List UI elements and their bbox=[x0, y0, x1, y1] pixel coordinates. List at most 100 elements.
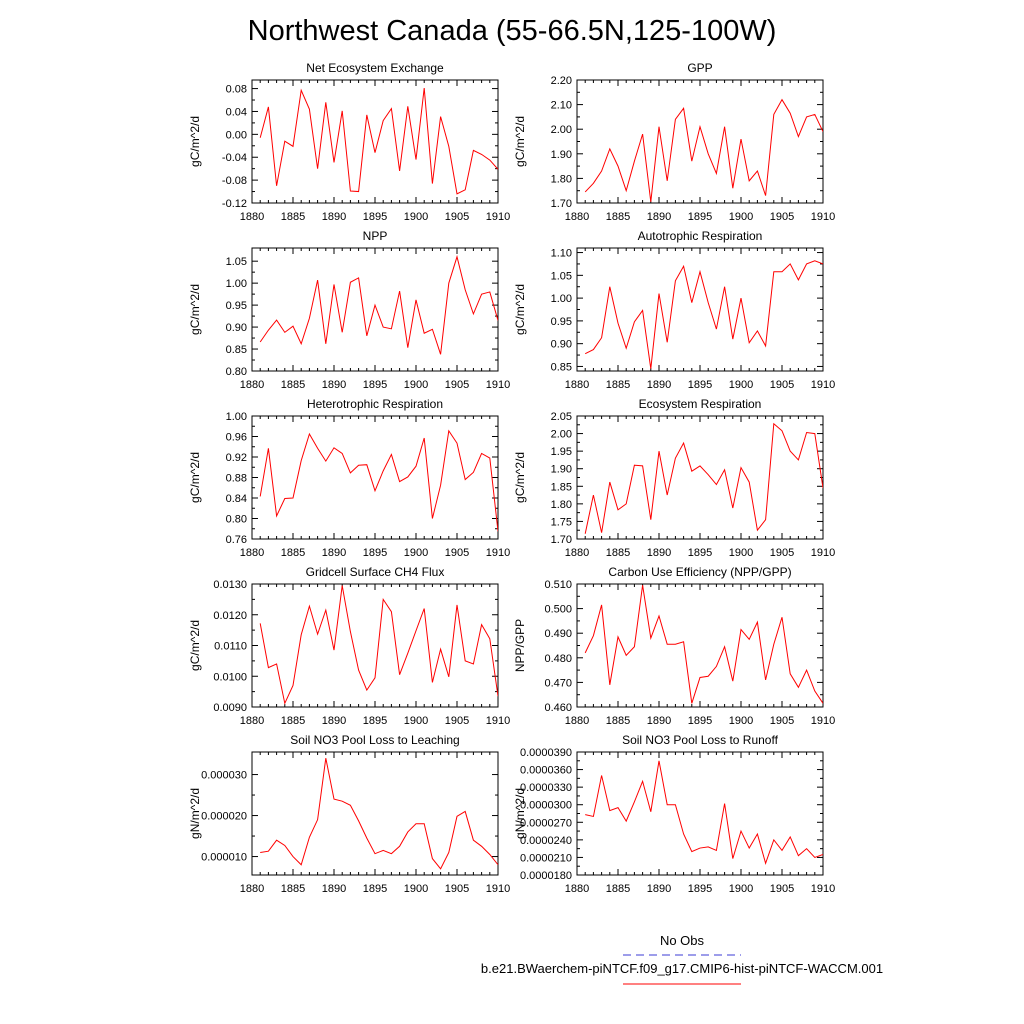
x-tick-label: 1905 bbox=[445, 211, 469, 223]
y-tick-label: 0.0000270 bbox=[520, 817, 572, 829]
series-line bbox=[584, 260, 823, 369]
x-tick-label: 1905 bbox=[770, 379, 794, 391]
y-tick-label: 0.0000360 bbox=[520, 765, 572, 777]
panel-soil-no3-pool-loss-to-runoff: Soil NO3 Pool Loss to Runoff 1880 1885 1890… bbox=[513, 733, 835, 895]
panel-net-ecosystem-exchange: Net Ecosystem Exchange 1880 1885 1890 1895 19… bbox=[188, 61, 510, 223]
panel-title: Soil NO3 Pool Loss to Runoff bbox=[622, 733, 779, 747]
x-tick-label: 1890 bbox=[322, 211, 346, 223]
y-tick-label: 0.0130 bbox=[213, 579, 247, 591]
plot-frame bbox=[251, 247, 499, 372]
x-tick-label: 1910 bbox=[811, 379, 835, 391]
x-tick-label: 1900 bbox=[404, 547, 428, 559]
y-axis-label: gC/m^2/d bbox=[513, 284, 527, 335]
y-tick-label: 0.000030 bbox=[201, 770, 247, 782]
x-tick-label: 1900 bbox=[729, 883, 753, 895]
y-tick-label: 0.85 bbox=[551, 361, 572, 373]
x-tick-label: 1905 bbox=[445, 547, 469, 559]
x-tick-label: 1880 bbox=[565, 379, 589, 391]
x-tick-label: 1885 bbox=[606, 883, 630, 895]
y-tick-label: 1.00 bbox=[226, 411, 247, 423]
x-tick-label: 1910 bbox=[486, 715, 510, 727]
x-tick-label: 1885 bbox=[606, 379, 630, 391]
plot-frame bbox=[251, 79, 499, 204]
y-tick-label: 1.05 bbox=[551, 270, 572, 282]
plot-frame bbox=[576, 247, 824, 372]
y-tick-label: 2.20 bbox=[551, 75, 572, 87]
x-tick-label: 1880 bbox=[240, 211, 264, 223]
panel-title: Heterotrophic Respiration bbox=[307, 397, 443, 411]
y-tick-label: 1.80 bbox=[551, 173, 572, 185]
x-tick-label: 1895 bbox=[688, 883, 712, 895]
y-tick-label: 0.95 bbox=[551, 316, 572, 328]
y-tick-label: 2.10 bbox=[551, 100, 572, 112]
y-tick-label: 0.470 bbox=[544, 677, 572, 689]
y-tick-label: 1.00 bbox=[551, 293, 572, 305]
panel-title: GPP bbox=[687, 61, 712, 75]
x-tick-label: 1900 bbox=[404, 379, 428, 391]
y-tick-label: 1.75 bbox=[551, 516, 572, 528]
y-axis-label: gN/m^2/d bbox=[513, 788, 527, 839]
panel-autotrophic-respiration: Autotrophic Respiration 1880 1885 1890 1895 1… bbox=[513, 229, 835, 391]
x-tick-label: 1885 bbox=[606, 715, 630, 727]
x-tick-label: 1885 bbox=[606, 211, 630, 223]
x-tick-label: 1905 bbox=[445, 379, 469, 391]
y-tick-label: -0.08 bbox=[222, 175, 247, 187]
x-tick-label: 1885 bbox=[281, 379, 305, 391]
x-tick-label: 1890 bbox=[322, 547, 346, 559]
panel-title: Soil NO3 Pool Loss to Leaching bbox=[290, 733, 459, 747]
panel-gpp: GPP 1880 1885 1890 1895 1900 1905 1910 1.70 1.80 1… bbox=[513, 61, 835, 223]
y-tick-label: 1.70 bbox=[551, 534, 572, 546]
panel-heterotrophic-respiration: Heterotrophic Respiration 1880 1885 1890 189… bbox=[188, 397, 510, 559]
y-axis-label: gC/m^2/d bbox=[188, 116, 202, 167]
x-tick-label: 1905 bbox=[770, 547, 794, 559]
y-axis-label: gC/m^2/d bbox=[513, 452, 527, 503]
x-tick-label: 1905 bbox=[770, 211, 794, 223]
x-tick-label: 1885 bbox=[281, 211, 305, 223]
x-tick-label: 1880 bbox=[565, 883, 589, 895]
panel-gridcell-surface-ch4-flux: Gridcell Surface CH4 Flux 1880 1885 1890 189… bbox=[188, 565, 510, 727]
series-line bbox=[260, 758, 498, 870]
legend-label-no-obs: No Obs bbox=[660, 933, 705, 948]
series-line bbox=[584, 98, 823, 202]
x-tick-label: 1910 bbox=[811, 547, 835, 559]
y-tick-label: 0.0000240 bbox=[520, 835, 572, 847]
y-tick-label: 1.05 bbox=[226, 256, 247, 268]
legend: No Obs b.e21.BWaerchem-piNTCF.f09_g17.CM… bbox=[481, 933, 883, 985]
x-tick-label: 1900 bbox=[404, 715, 428, 727]
y-tick-label: 0.0000180 bbox=[520, 870, 572, 882]
y-tick-label: 1.80 bbox=[551, 499, 572, 511]
x-tick-label: 1880 bbox=[565, 547, 589, 559]
x-tick-label: 1895 bbox=[688, 547, 712, 559]
x-tick-label: 1900 bbox=[729, 211, 753, 223]
x-tick-label: 1895 bbox=[363, 547, 387, 559]
y-axis-label: gN/m^2/d bbox=[188, 788, 202, 839]
series-line bbox=[259, 585, 498, 705]
x-tick-label: 1880 bbox=[565, 715, 589, 727]
y-tick-label: 0.490 bbox=[544, 628, 572, 640]
y-tick-label: 0.480 bbox=[544, 653, 572, 665]
y-tick-label: 0.0110 bbox=[214, 641, 247, 653]
y-tick-label: 0.80 bbox=[226, 514, 247, 526]
x-tick-label: 1910 bbox=[486, 547, 510, 559]
y-tick-label: 0.84 bbox=[226, 493, 247, 505]
panel-title: NPP bbox=[363, 229, 388, 243]
legend-label-run: b.e21.BWaerchem-piNTCF.f09_g17.CMIP6-his… bbox=[481, 961, 883, 976]
y-tick-label: 1.10 bbox=[551, 248, 572, 260]
panel-carbon-use-efficiency-npp-gpp: Carbon Use Efficiency (NPP/GPP) 1880 1885 1… bbox=[513, 565, 835, 727]
x-tick-label: 1905 bbox=[770, 883, 794, 895]
x-tick-label: 1910 bbox=[486, 883, 510, 895]
x-tick-label: 1900 bbox=[729, 715, 753, 727]
plot-frame bbox=[251, 415, 499, 540]
figure-title: Northwest Canada (55-66.5N,125-100W) bbox=[248, 15, 777, 47]
y-tick-label: -0.04 bbox=[222, 152, 247, 164]
y-tick-label: 0.0120 bbox=[213, 610, 247, 622]
panel-title: Net Ecosystem Exchange bbox=[306, 61, 444, 75]
x-tick-label: 1905 bbox=[445, 715, 469, 727]
x-tick-label: 1895 bbox=[688, 715, 712, 727]
series-line bbox=[259, 254, 498, 355]
y-axis-label: gC/m^2/d bbox=[188, 452, 202, 503]
panel-grid: Net Ecosystem Exchange 1880 1885 1890 1895 19… bbox=[188, 61, 835, 895]
plot-frame bbox=[576, 415, 824, 540]
y-axis-label: NPP/GPP bbox=[513, 619, 527, 672]
series-line bbox=[259, 87, 498, 195]
